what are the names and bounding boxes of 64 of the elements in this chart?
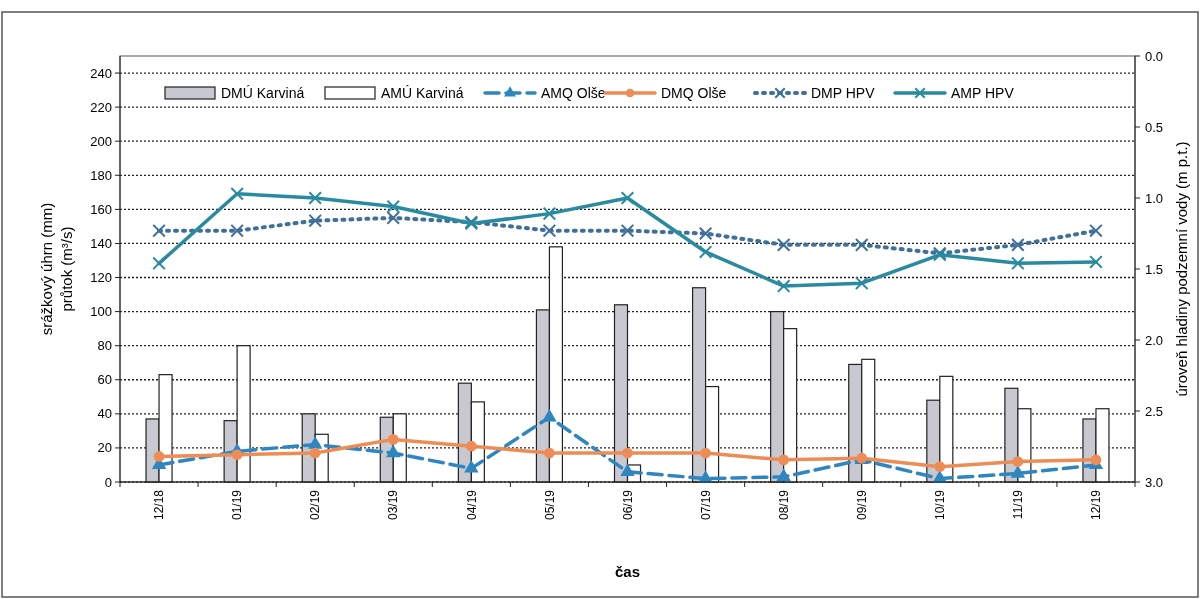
x-tick-label: 07/19: [698, 489, 713, 521]
y-tick-label: 0: [104, 474, 112, 490]
legend-label: AMQ Olše: [541, 84, 606, 101]
x-tick-label: 12/18: [152, 489, 167, 521]
point: [1011, 256, 1025, 271]
y2-tick-label: 0.5: [1145, 119, 1164, 135]
point: [308, 191, 323, 205]
y-axis-title: srážkový úhrn (mm) průtok (m³/s): [38, 202, 75, 336]
point: [620, 191, 635, 205]
x-tick-label: 10/19: [933, 489, 948, 521]
point: [542, 206, 557, 221]
point: [308, 213, 323, 228]
y-tick-label: 60: [97, 372, 112, 388]
x-tick-label: 11/19: [1011, 489, 1026, 520]
y-tick-label: 180: [90, 167, 112, 183]
point: [854, 238, 869, 252]
x-tick-label: 01/19: [230, 489, 245, 521]
point: [152, 223, 166, 238]
point: [1089, 223, 1103, 238]
y2-tick-label: 1.5: [1145, 261, 1164, 277]
y2-tick-label: 2.0: [1145, 332, 1164, 348]
legend-label: DMÚ Karviná: [221, 84, 305, 101]
y2-axis-title: úroveň hladiny podzemní vody (m p.t.): [1173, 141, 1190, 397]
y-tick-label: 20: [97, 440, 112, 456]
point: [698, 226, 713, 241]
point: [620, 223, 635, 238]
y2-tick-label: 1.0: [1145, 190, 1164, 206]
y-tick-label: 40: [97, 406, 112, 422]
y2-tick-label: 3.0: [1145, 474, 1164, 490]
point: [386, 199, 401, 214]
point: [854, 276, 869, 291]
y-tick-label: 100: [90, 304, 112, 320]
y-tick-label: 160: [90, 201, 112, 217]
point: [1089, 255, 1103, 269]
point: [698, 245, 713, 259]
point: [776, 279, 791, 293]
y-tick-label: 140: [90, 235, 112, 251]
y-tick-label: 200: [90, 133, 112, 149]
x-tick-label: 05/19: [542, 489, 557, 521]
point: [230, 223, 244, 238]
y-tick-label: 120: [90, 270, 112, 286]
x-tick-label: 04/19: [464, 489, 479, 521]
y-tick-label: 80: [97, 338, 112, 354]
point: [1011, 238, 1025, 252]
legend-label: AMÚ Karviná: [381, 84, 464, 101]
x-tick-label: 09/19: [854, 489, 869, 521]
x-axis-title: čas: [614, 563, 641, 580]
y-tick-label: 240: [90, 65, 112, 81]
point: [386, 211, 401, 225]
x-tick-label: 03/19: [386, 489, 401, 521]
point: [230, 186, 244, 201]
point: [776, 238, 791, 252]
legend-label: DMP HPV: [811, 84, 876, 101]
legend-label: DMQ Olše: [661, 84, 727, 101]
x-tick-label: 12/19: [1089, 489, 1104, 521]
point: [152, 256, 166, 271]
y-tick-label: 220: [90, 99, 112, 115]
x-tick-label: 02/19: [308, 489, 323, 521]
point: [542, 223, 557, 238]
legend-label: AMP HPV: [951, 84, 1015, 101]
y2-tick-label: 2.5: [1145, 403, 1164, 419]
y2-tick-label: 0.0: [1145, 48, 1164, 64]
x-tick-label: 08/19: [776, 489, 791, 521]
x-tick-label: 06/19: [620, 489, 635, 521]
